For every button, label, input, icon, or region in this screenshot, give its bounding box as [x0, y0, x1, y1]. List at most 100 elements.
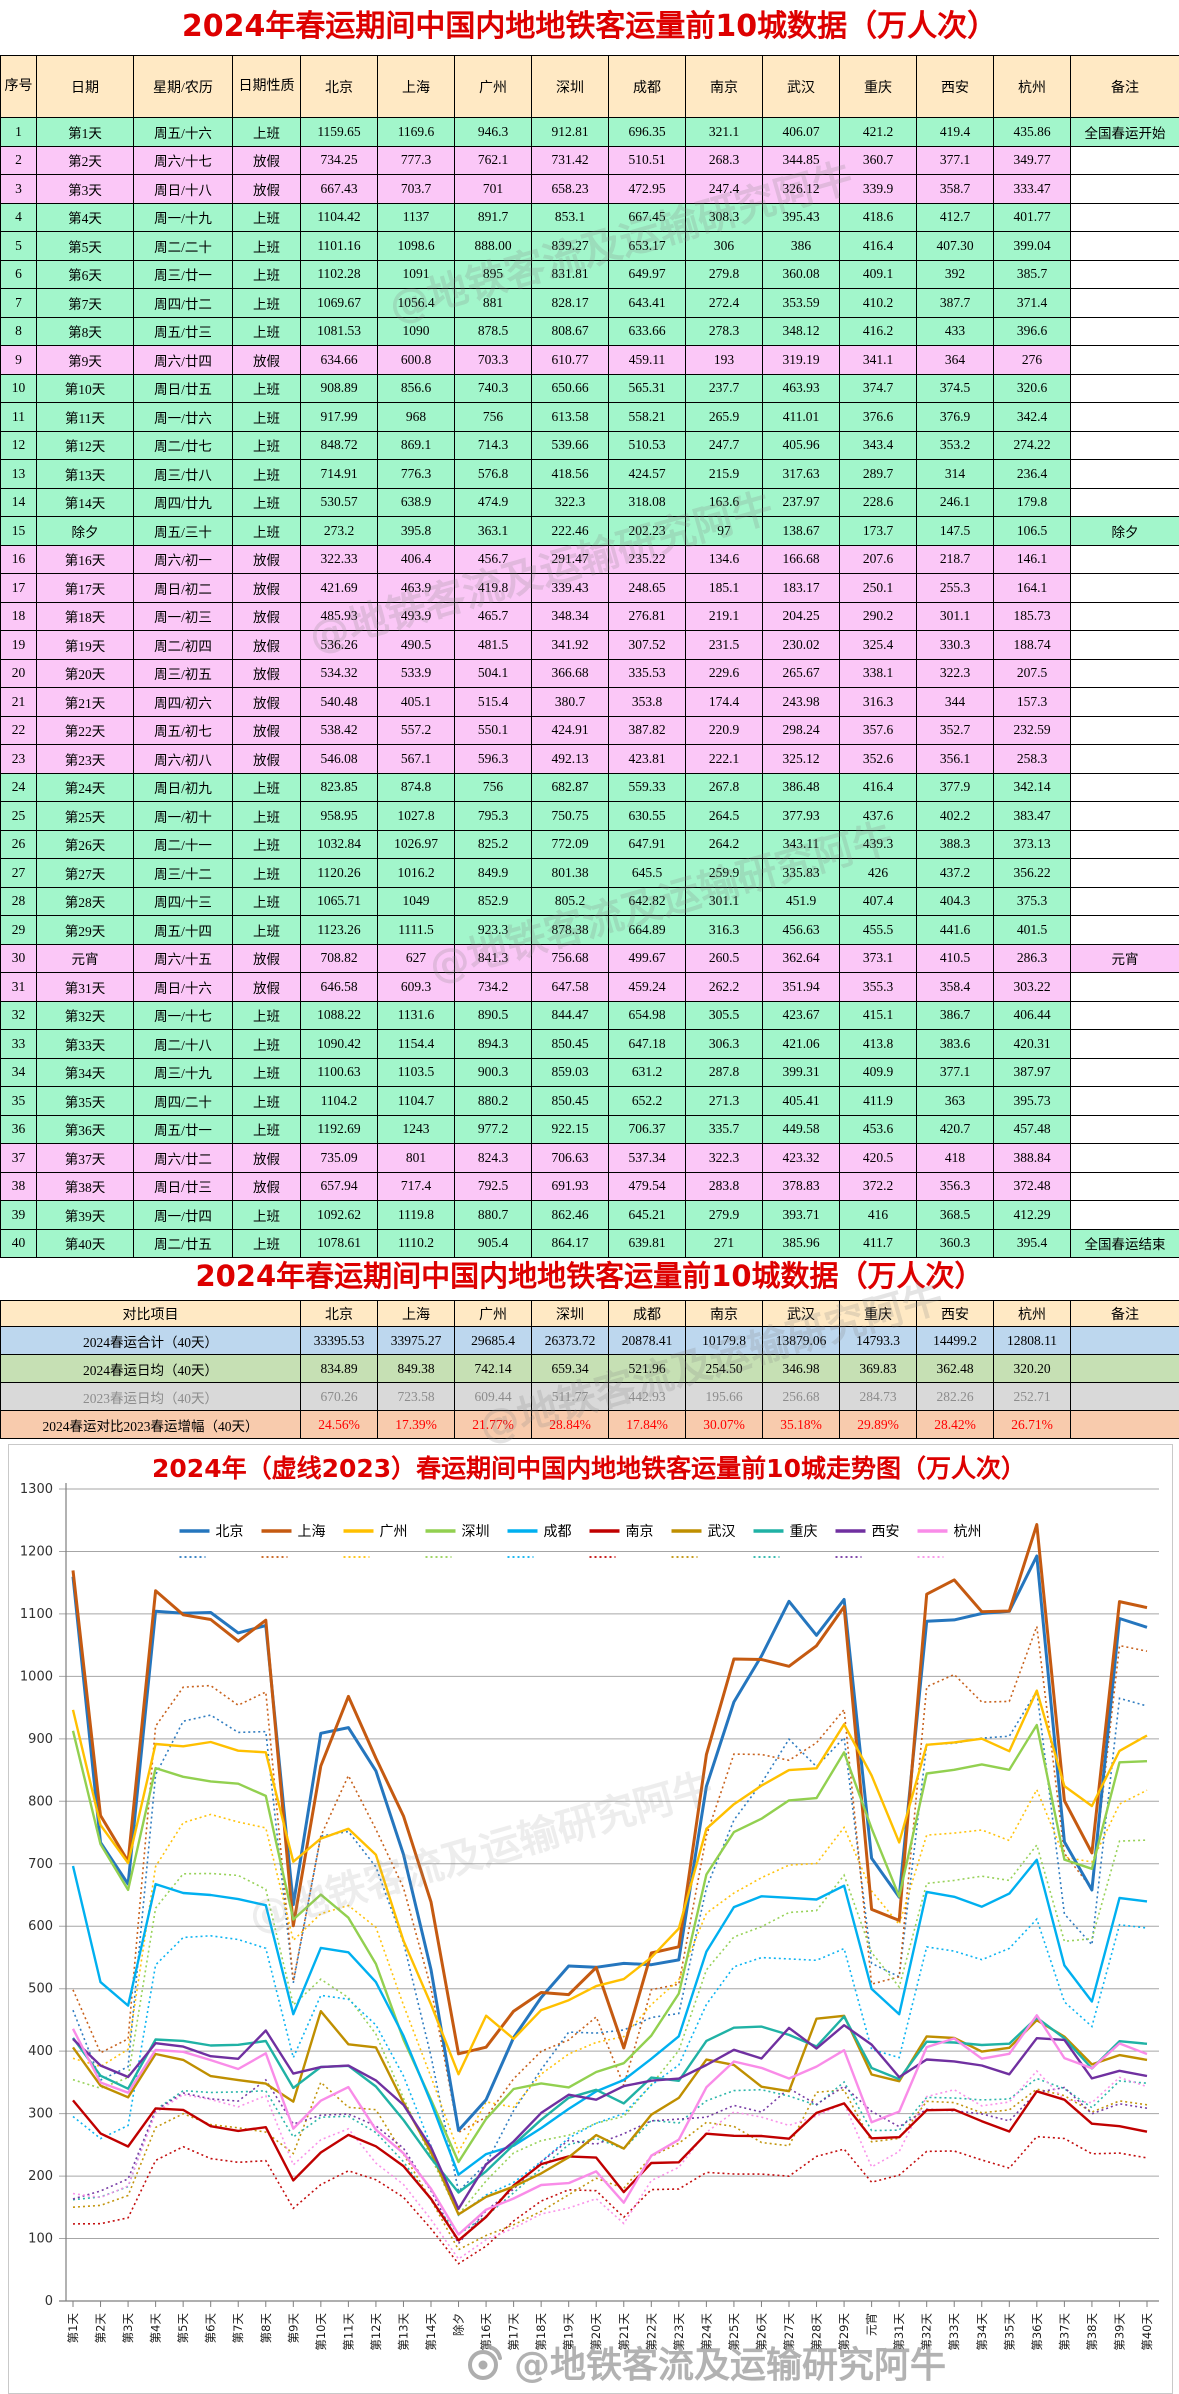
series-2023-杭州	[72, 2069, 1148, 2261]
note-cell	[1070, 972, 1179, 1002]
x-tick-label: 第12天	[369, 2313, 383, 2351]
cell: 374.7	[839, 373, 917, 403]
cell: 834.89	[300, 1354, 378, 1383]
legend-label: 广州	[380, 1524, 408, 1540]
cell: 420.7	[916, 1114, 994, 1144]
cell: 33	[0, 1029, 37, 1059]
cell: 499.67	[608, 943, 686, 973]
cell: 634.66	[300, 345, 378, 375]
cell: 260.5	[685, 943, 763, 973]
cell: 387.97	[993, 1057, 1071, 1087]
cell: 420.31	[993, 1029, 1071, 1059]
cell: 252.71	[993, 1382, 1071, 1411]
cell: 314	[916, 459, 994, 489]
cell: 457.48	[993, 1114, 1071, 1144]
cell: 645.21	[608, 1200, 686, 1230]
cell: 609.3	[377, 972, 455, 1002]
cell: 343.4	[839, 430, 917, 460]
cell: 185.73	[993, 601, 1071, 631]
cell: 周日/廿三	[133, 1171, 233, 1201]
cell: 839.27	[531, 231, 609, 261]
cell: 908.89	[300, 373, 378, 403]
cell: 放假	[232, 943, 301, 973]
x-tick-label: 第7天	[231, 2313, 245, 2344]
cell: 204.25	[762, 601, 840, 631]
cell: 383.47	[993, 801, 1071, 831]
cell: 322.3	[531, 487, 609, 517]
summary-row: 2023春运日均（40天） 670.26 723.58 609.44 511.77 442…	[0, 1382, 1179, 1411]
cell: 342.4	[993, 402, 1071, 432]
cell: 2	[0, 145, 37, 175]
cell: 周三/廿八	[133, 459, 233, 489]
cell: 825.2	[454, 829, 532, 859]
cell: 376.9	[916, 402, 994, 432]
table-row: 11 第11天 周一/廿六 上班 917.99 968 756 613.58 558.21 265…	[0, 402, 1179, 432]
cell: 859.03	[531, 1057, 609, 1087]
cell: 周四/十三	[133, 886, 233, 916]
table-row: 32 第32天 周一/十七 上班 1088.22 1131.6 890.5 844.47 654…	[0, 1000, 1179, 1030]
cell: 146.1	[993, 544, 1071, 574]
cell: 第18天	[36, 601, 134, 631]
cell: 周日/十六	[133, 972, 233, 1002]
cell: 放假	[232, 601, 301, 631]
note-cell	[1070, 1114, 1179, 1144]
cell: 1154.4	[377, 1029, 455, 1059]
cell: 上班	[232, 829, 301, 859]
cell: 上班	[232, 231, 301, 261]
x-tick-label: 第14天	[424, 2313, 438, 2351]
cell: 463.9	[377, 573, 455, 603]
table-row: 7 第7天 周四/廿二 上班 1069.67 1056.4 881 828.17 643.41 2…	[0, 288, 1179, 318]
cell: 627	[377, 943, 455, 973]
cell: 第21天	[36, 687, 134, 717]
cell: 399.31	[762, 1057, 840, 1087]
cell: 380.7	[531, 687, 609, 717]
cell: 849.38	[377, 1354, 455, 1383]
cell: 20878.41	[608, 1326, 686, 1355]
chart-title: 2024年（虚线2023）春运期间中国内地地铁客运量前10城走势图（万人次）	[152, 1454, 1026, 1483]
table-row: 8 第8天 周五/廿三 上班 1081.53 1090 878.5 808.67 633.66 2…	[0, 316, 1179, 346]
cell: 放假	[232, 573, 301, 603]
cell: 333.47	[993, 174, 1071, 204]
x-tick-label: 第22天	[644, 2313, 658, 2351]
cell: 周一/初十	[133, 801, 233, 831]
cell: 1131.6	[377, 1000, 455, 1030]
cell: 373.1	[839, 943, 917, 973]
y-tick-label: 1100	[20, 1607, 53, 1622]
legend-label: 南京	[626, 1524, 654, 1540]
y-tick-label: 400	[28, 2044, 53, 2059]
cell: 1119.8	[377, 1200, 455, 1230]
legend-label: 成都	[544, 1524, 572, 1540]
cell: 546.08	[300, 744, 378, 774]
cell: 395.43	[762, 202, 840, 232]
cell: 上班	[232, 202, 301, 232]
series-2024-成都	[71, 1858, 1148, 2176]
cell: 周三/十二	[133, 858, 233, 888]
y-tick-label: 700	[28, 1857, 53, 1872]
cell: 423.81	[608, 744, 686, 774]
cell: 周五/初七	[133, 715, 233, 745]
cell: 287.8	[685, 1057, 763, 1087]
cell: 1027.8	[377, 801, 455, 831]
cell: 周六/十七	[133, 145, 233, 175]
cell: 344	[916, 687, 994, 717]
cell: 31	[0, 972, 37, 1002]
x-tick-label: 第26天	[754, 2313, 768, 2351]
table-row: 17 第17天 周日/初二 放假 421.69 463.9 419.8 339.43 248.6…	[0, 573, 1179, 603]
cell: 1032.84	[300, 829, 378, 859]
cell: 202.23	[608, 516, 686, 546]
cell: 762.1	[454, 145, 532, 175]
cell: 424.91	[531, 715, 609, 745]
cell: 第24天	[36, 772, 134, 802]
cell: 第38天	[36, 1171, 134, 1201]
table-row: 16 第16天 周六/初一 放假 322.33 406.4 456.7 291.47 235.2…	[0, 544, 1179, 574]
cell: 1169.6	[377, 117, 455, 147]
table-row: 38 第38天 周日/廿三 放假 657.94 717.4 792.5 691.93 479.5…	[0, 1171, 1179, 1201]
cell: 222.1	[685, 744, 763, 774]
cell: 21.77%	[454, 1410, 532, 1439]
cell: 222.46	[531, 516, 609, 546]
cell: 放假	[232, 345, 301, 375]
daily-table: 序号 日期 星期/农历 日期性质 北京 上海 广州 深圳 成都 南京 武汉 重庆 西安 杭州 备注 1 第1天…	[0, 55, 1179, 1258]
cell: 上班	[232, 1114, 301, 1144]
cell: 325.4	[839, 630, 917, 660]
cell: 1103.5	[377, 1057, 455, 1087]
